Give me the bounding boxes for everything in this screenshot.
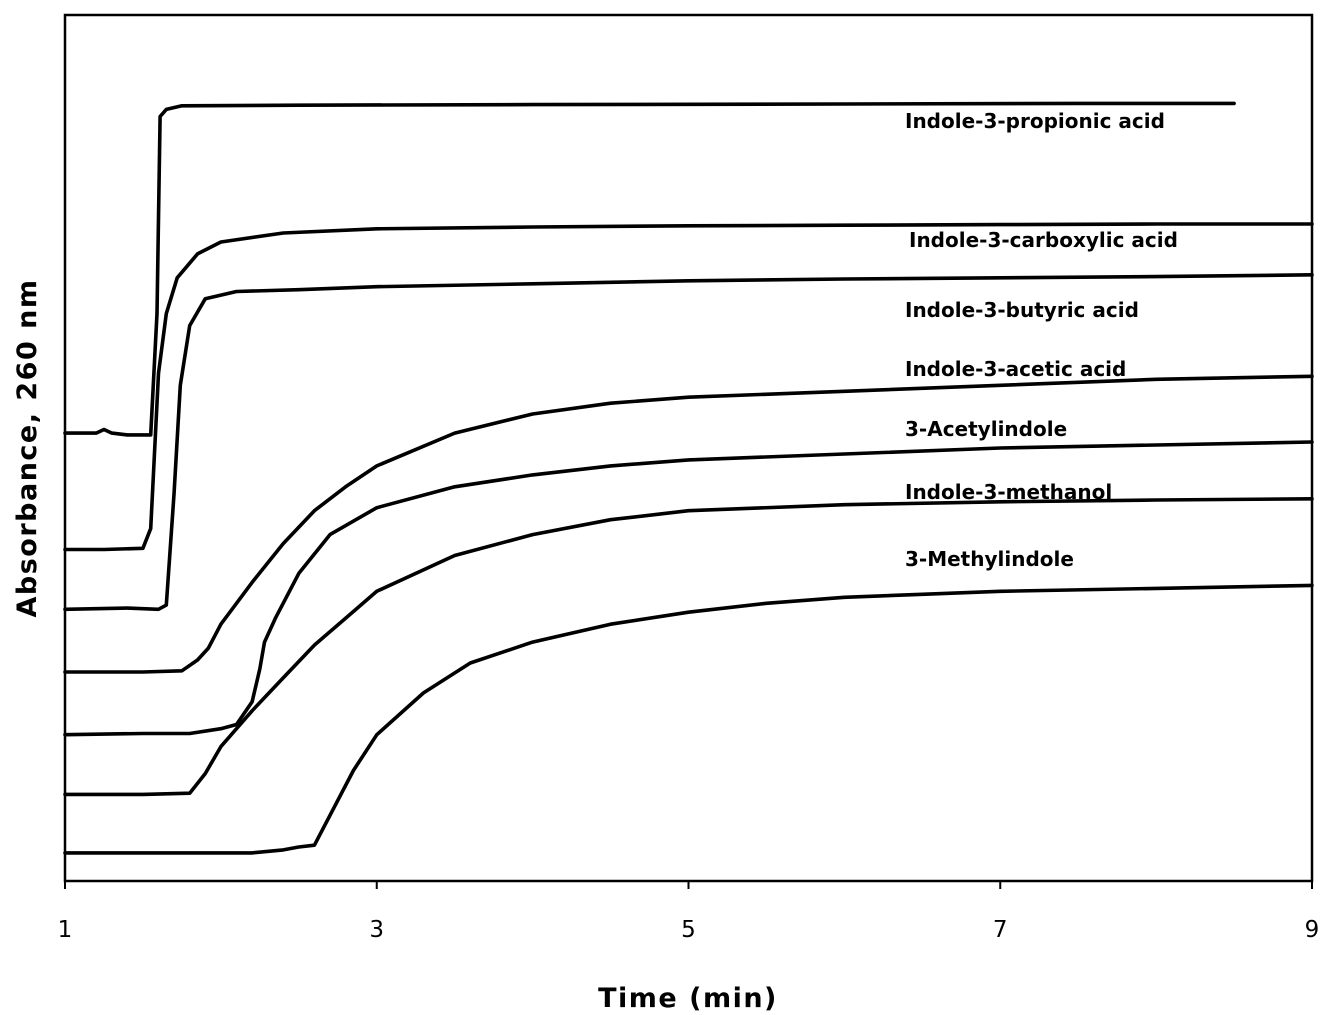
x-tick-label: 1 bbox=[58, 917, 73, 943]
x-tick-label: 9 bbox=[1305, 917, 1320, 943]
series-label-5: 3-Acetylindole bbox=[905, 417, 1067, 441]
x-tick-label: 7 bbox=[993, 917, 1008, 943]
series-line-7 bbox=[63, 583, 1314, 855]
x-axis: 1 3 5 7 9 bbox=[58, 881, 1320, 943]
plot-area bbox=[63, 13, 1314, 883]
series-label-7: 3-Methylindole bbox=[905, 547, 1074, 571]
series-label-6: Indole-3-methanol bbox=[905, 480, 1112, 504]
series-line-3 bbox=[63, 273, 1314, 612]
x-tick-label: 3 bbox=[369, 917, 384, 943]
series-labels: Indole-3-propionic acid Indole-3-carboxyl… bbox=[905, 109, 1178, 571]
series-lines bbox=[63, 101, 1314, 855]
x-tick-label: 5 bbox=[681, 917, 696, 943]
series-label-4: Indole-3-acetic acid bbox=[905, 357, 1126, 381]
y-axis-title: Absorbance, 260 nm bbox=[12, 278, 43, 617]
series-label-2: Indole-3-carboxylic acid bbox=[909, 228, 1178, 252]
series-line-5 bbox=[63, 440, 1314, 737]
series-line-4 bbox=[63, 374, 1314, 674]
series-line-6 bbox=[63, 497, 1314, 797]
series-label-3: Indole-3-butyric acid bbox=[905, 298, 1139, 322]
series-line-1 bbox=[63, 101, 1236, 437]
series-label-1: Indole-3-propionic acid bbox=[905, 109, 1165, 133]
x-axis-title: Time (min) bbox=[598, 983, 778, 1014]
series-line-2 bbox=[63, 222, 1314, 552]
